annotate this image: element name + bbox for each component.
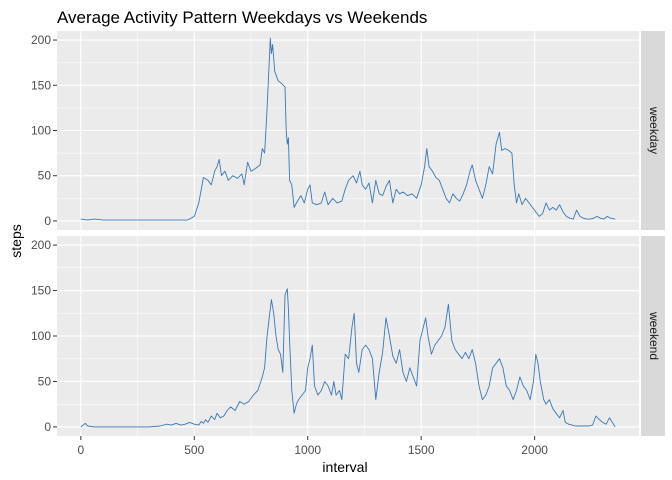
x-tick-label: 1500 — [408, 443, 435, 457]
x-tick-label: 2000 — [521, 443, 548, 457]
panel-weekday: 0 50 100 150 200 weekday — [31, 31, 665, 230]
y-tick-label: 150 — [31, 78, 51, 92]
series-line-weekday — [80, 37, 616, 221]
facet-strip — [641, 236, 665, 436]
y-tick-label: 0 — [44, 214, 51, 228]
y-tick-label: 100 — [31, 329, 51, 343]
y-tick-label: 0 — [44, 420, 51, 434]
y-tick-label: 50 — [38, 169, 52, 183]
y-tick-label: 150 — [31, 284, 51, 298]
x-axis: 0 500 1000 1500 2000 — [77, 436, 548, 457]
x-tick-label: 1000 — [294, 443, 321, 457]
facet-strip — [641, 31, 665, 230]
chart-title: Average Activity Pattern Weekdays vs Wee… — [57, 8, 427, 27]
panel-weekend: 0 50 100 150 200 weekend — [31, 236, 665, 436]
series-line-weekend — [80, 288, 616, 428]
x-axis-title: interval — [322, 459, 367, 475]
panels: 0 50 100 150 200 weekday 0 50 100 150 200 weekend — [31, 31, 665, 436]
y-tick-label: 100 — [31, 124, 51, 138]
y-tick-label: 200 — [31, 238, 51, 252]
x-tick-label: 500 — [184, 443, 204, 457]
facet-label-weekday: weekday — [647, 106, 661, 154]
y-tick-label: 50 — [38, 374, 52, 388]
facet-label-weekend: weekend — [647, 311, 661, 360]
y-axis-title: steps — [8, 224, 24, 257]
x-tick-label: 0 — [77, 443, 84, 457]
y-tick-label: 200 — [31, 33, 51, 47]
